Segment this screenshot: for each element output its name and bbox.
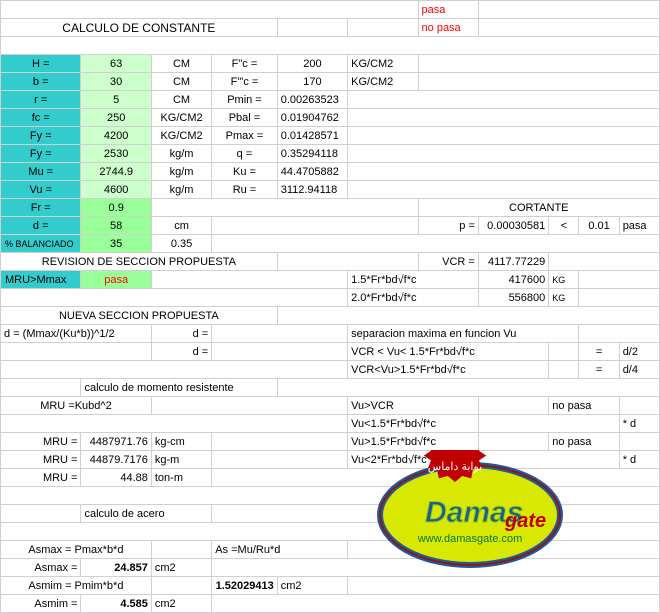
damasgate-logo: بوابة داماس Damas gate www.damasgate.com xyxy=(370,450,570,570)
svg-text:www.damasgate.com: www.damasgate.com xyxy=(417,533,523,545)
val-H[interactable]: 63 xyxy=(81,55,151,73)
label-H: H = xyxy=(1,55,81,73)
cortante-title: CORTANTE xyxy=(418,199,659,217)
legend-nopasa: no pasa xyxy=(418,19,478,37)
revision-title: REVISION DE SECCION PROPUESTA xyxy=(1,253,278,271)
main-title: CALCULO DE CONSTANTE xyxy=(1,19,278,37)
nueva-title: NUEVA SECCION PROPUESTA xyxy=(1,307,278,325)
svg-text:gate: gate xyxy=(504,510,546,532)
svg-text:بوابة داماس: بوابة داماس xyxy=(428,461,482,473)
legend-pasa: pasa xyxy=(418,1,478,19)
